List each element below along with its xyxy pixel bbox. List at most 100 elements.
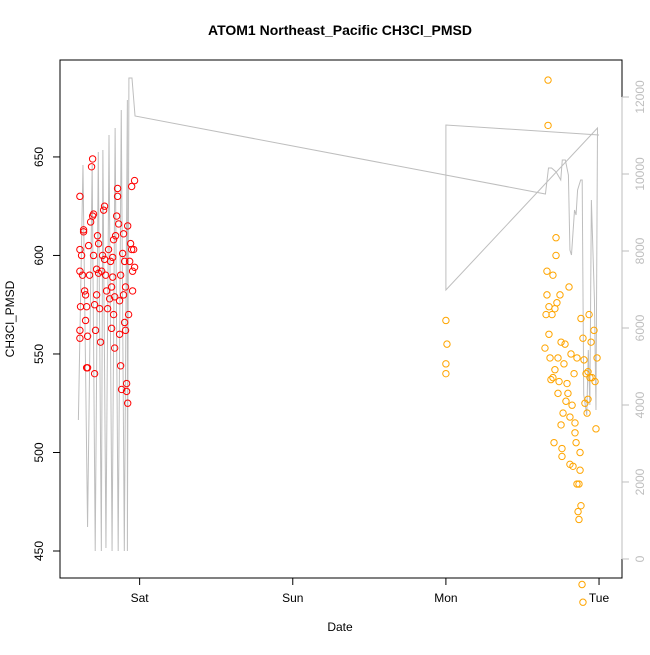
point: [580, 356, 588, 364]
point: [120, 318, 129, 327]
point: [116, 271, 125, 279]
point: [113, 184, 122, 193]
y-tick-label: 500: [32, 442, 46, 462]
point: [108, 253, 117, 262]
point: [574, 507, 582, 516]
point: [109, 310, 118, 319]
point: [551, 366, 559, 374]
y-tick-label: 450: [32, 541, 46, 561]
point: [543, 267, 551, 275]
point: [92, 291, 101, 299]
point: [569, 462, 577, 470]
point: [122, 387, 131, 396]
point: [546, 354, 554, 362]
point: [85, 271, 94, 279]
point: [76, 192, 84, 201]
point: [593, 354, 601, 362]
point: [121, 283, 130, 291]
point: [550, 438, 558, 447]
point: [579, 334, 587, 342]
point: [102, 287, 111, 295]
y2-tick-label: 0: [633, 555, 647, 562]
point: [97, 267, 106, 275]
point: [128, 287, 137, 295]
point: [129, 245, 138, 254]
point: [442, 316, 450, 325]
point: [549, 271, 557, 279]
point: [112, 212, 121, 220]
point: [576, 448, 584, 457]
point: [572, 438, 580, 447]
point: [123, 222, 132, 230]
point: [83, 364, 92, 372]
y2-tick-label: 6000: [633, 314, 647, 341]
point: [80, 287, 89, 295]
point: [549, 373, 557, 382]
point: [111, 232, 120, 240]
point: [128, 267, 137, 275]
x-tick-label: Sat: [131, 591, 150, 605]
point: [79, 228, 88, 236]
point: [564, 389, 572, 398]
point: [125, 257, 134, 266]
x-axis-label: Date: [327, 620, 353, 634]
y2-tick-label: 2000: [633, 468, 647, 495]
point: [110, 293, 119, 301]
point: [547, 375, 555, 384]
point: [79, 226, 88, 234]
point: [576, 466, 584, 474]
point: [575, 480, 583, 488]
point: [554, 389, 562, 398]
point: [124, 310, 133, 319]
x-tick-label: Mon: [434, 591, 457, 605]
point: [592, 425, 600, 433]
point: [115, 297, 124, 305]
point: [545, 330, 553, 338]
point: [121, 326, 130, 335]
point: [100, 202, 109, 210]
point: [130, 263, 139, 271]
point: [108, 273, 117, 281]
point: [76, 334, 84, 342]
point: [563, 379, 571, 388]
point: [571, 419, 579, 427]
point: [81, 291, 90, 299]
x-tick-label: Sun: [282, 591, 303, 605]
point: [92, 265, 101, 273]
point: [571, 429, 579, 437]
point: [107, 324, 116, 333]
point: [554, 354, 562, 362]
point: [442, 369, 450, 378]
chart-title: ATOM1 Northeast_Pacific CH3Cl_PMSD: [208, 22, 472, 38]
point: [77, 251, 86, 260]
point: [582, 369, 590, 378]
point: [570, 369, 578, 378]
point: [577, 314, 585, 323]
point: [566, 413, 574, 421]
point: [88, 155, 97, 163]
point: [557, 338, 565, 346]
y2-tick-label: 10000: [633, 157, 647, 191]
y-tick-label: 600: [32, 245, 46, 265]
point: [89, 210, 98, 218]
point: [544, 121, 552, 130]
point: [98, 251, 107, 260]
point: [83, 332, 92, 340]
y-tick-label: 550: [32, 344, 46, 364]
point: [552, 251, 560, 260]
point: [101, 271, 110, 279]
point: [575, 515, 583, 524]
point: [557, 421, 565, 429]
point: [573, 480, 581, 488]
point: [119, 291, 128, 299]
point: [81, 316, 90, 325]
point: [90, 369, 99, 378]
point: [127, 245, 136, 254]
point: [87, 163, 96, 171]
point: [84, 241, 93, 250]
point: [562, 397, 570, 405]
point: [558, 444, 566, 453]
point: [91, 326, 100, 335]
